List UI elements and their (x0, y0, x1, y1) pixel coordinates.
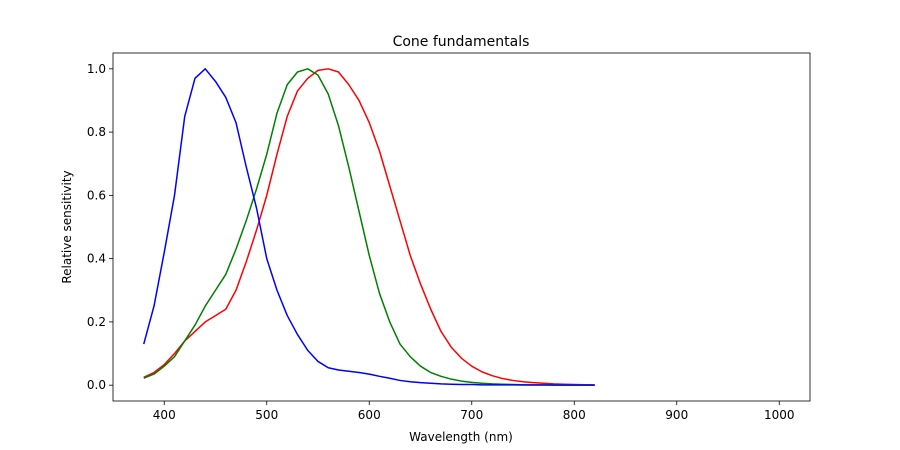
plot-frame (112, 52, 811, 402)
x-tick-label: 400 (153, 408, 176, 422)
chart-title: Cone fundamentals (393, 34, 530, 50)
y-tick-label: 0.2 (87, 315, 106, 329)
series-line (143, 68, 595, 386)
x-tick-label: 600 (358, 408, 381, 422)
y-tick-label: 1.0 (87, 62, 106, 76)
x-tick-label: 900 (665, 408, 688, 422)
x-tick-label: 500 (255, 408, 278, 422)
x-tick-label: 1000 (764, 408, 795, 422)
lines (143, 68, 595, 386)
x-axis-label: Wavelength (nm) (409, 430, 513, 444)
y-tick-label: 0.8 (87, 125, 106, 139)
y-axis-label: Relative sensitivity (60, 170, 74, 283)
x-tick-label: 700 (460, 408, 483, 422)
y-tick-label: 0.6 (87, 188, 106, 202)
y-tick-label: 0.0 (87, 378, 106, 392)
series-line (143, 68, 595, 386)
y-tick-label: 0.4 (87, 252, 106, 266)
plot-area (113, 53, 810, 401)
x-tick-label: 800 (563, 408, 586, 422)
